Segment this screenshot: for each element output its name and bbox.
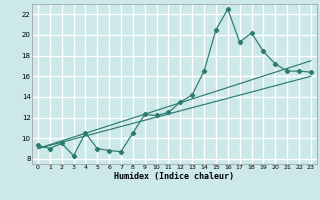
X-axis label: Humidex (Indice chaleur): Humidex (Indice chaleur) (115, 172, 234, 181)
